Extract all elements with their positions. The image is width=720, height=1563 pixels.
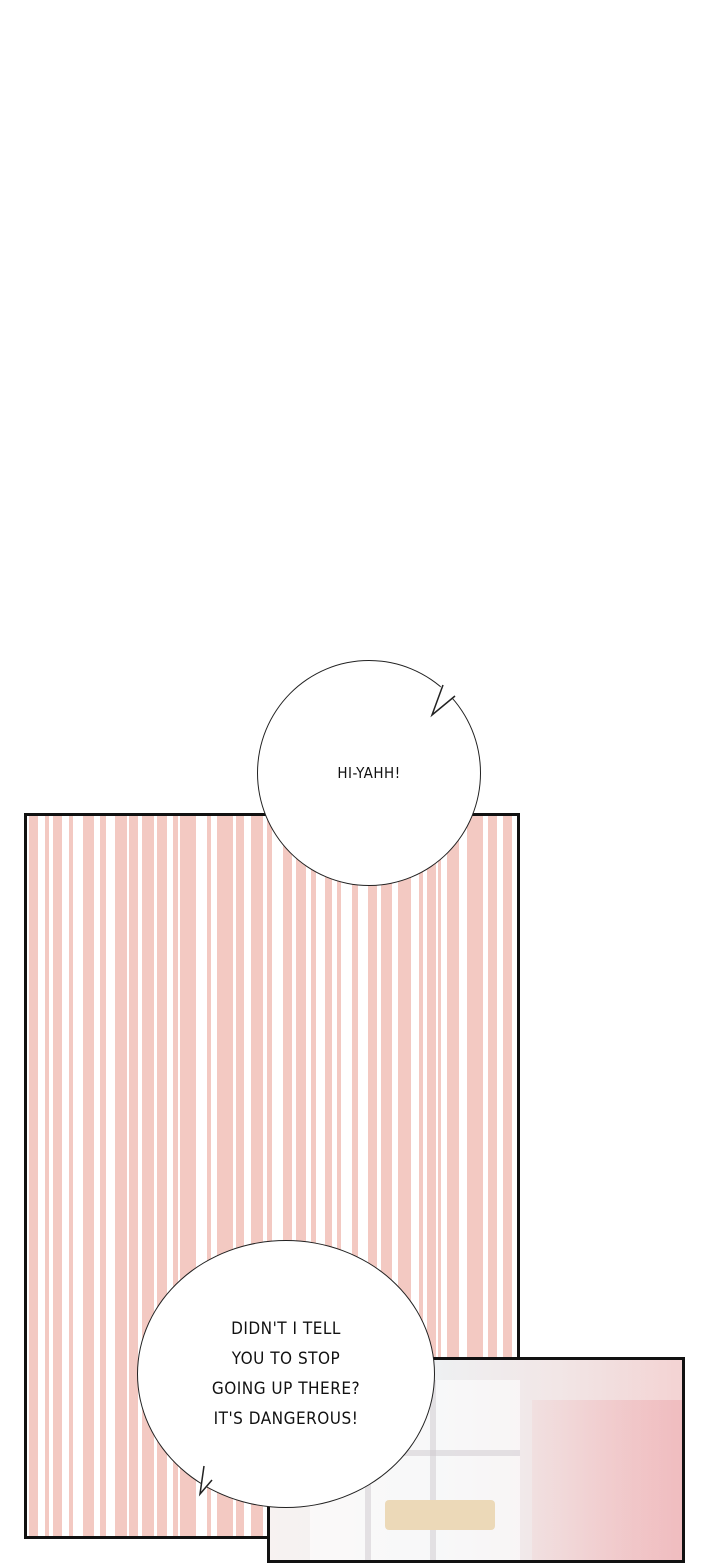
stripe	[488, 816, 497, 1536]
stripe	[352, 816, 358, 1536]
curtain	[532, 1400, 682, 1560]
stripe	[267, 816, 272, 1536]
stripe	[129, 816, 138, 1536]
stripe	[45, 816, 49, 1536]
stripe	[296, 816, 306, 1536]
stripe	[311, 816, 316, 1536]
stripe	[503, 816, 512, 1536]
speech-bubble: DIDN'T I TELL YOU TO STOP GOING UP THERE…	[137, 1240, 435, 1508]
stripe	[381, 816, 392, 1536]
stripe	[100, 816, 106, 1536]
stripe	[69, 816, 73, 1536]
window-frame	[430, 1380, 436, 1560]
bubble-tail	[198, 1465, 214, 1497]
stripe	[157, 816, 167, 1536]
stripe	[207, 816, 211, 1536]
stripe	[236, 816, 244, 1536]
stripe	[447, 816, 459, 1536]
stripe	[83, 816, 94, 1536]
stripe	[53, 816, 62, 1536]
stripe	[368, 816, 377, 1536]
window-frame	[310, 1450, 520, 1456]
stripe	[438, 816, 441, 1536]
stripe	[173, 816, 178, 1536]
bubble-line: GOING UP THERE?	[211, 1379, 361, 1399]
window-sill	[385, 1500, 495, 1530]
stripe	[325, 816, 332, 1536]
stripe	[29, 816, 38, 1536]
stripe	[337, 816, 341, 1536]
stripe	[419, 816, 423, 1536]
bubble-line: YOU TO STOP	[231, 1349, 341, 1369]
bubble-tail	[430, 684, 456, 718]
stripe	[115, 816, 127, 1536]
stripe	[427, 816, 436, 1536]
stripe	[467, 816, 483, 1536]
bubble-text: HI-YAHH!	[337, 764, 401, 782]
stripe	[283, 816, 292, 1536]
bubble-line: DIDN'T I TELL	[231, 1319, 341, 1339]
bubble-line: IT'S DANGEROUS!	[213, 1409, 359, 1429]
